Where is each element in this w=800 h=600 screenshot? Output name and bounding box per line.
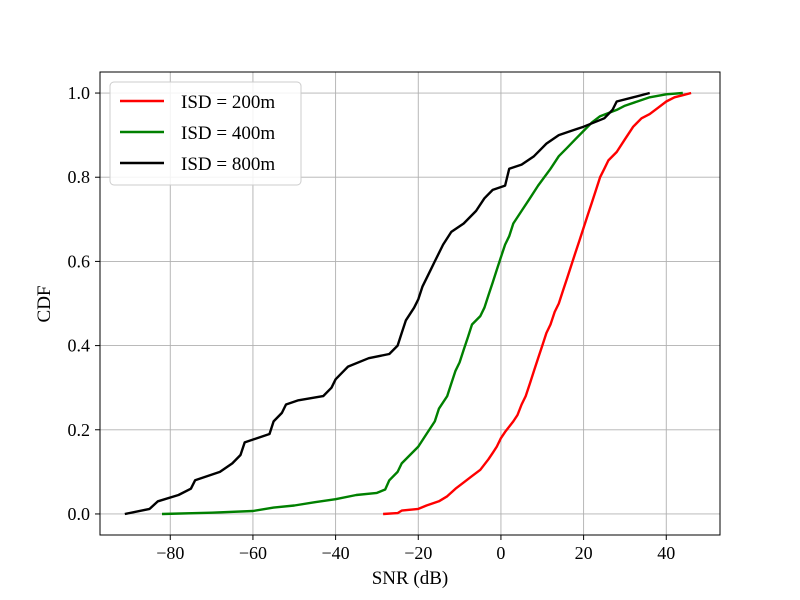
plot-area-frame: [99, 71, 721, 536]
series-layer: [124, 91, 692, 516]
y-tick-label: 0.6: [68, 251, 91, 271]
y-axis-label: CDF: [34, 286, 55, 323]
x-tick-label: −40: [322, 543, 350, 563]
y-tick-label: 0.4: [68, 336, 91, 356]
y-tick-label: 0.8: [68, 167, 91, 187]
x-tick-label: −20: [404, 543, 432, 563]
legend-label-1: ISD = 200m: [181, 92, 275, 113]
x-tick-label: −60: [239, 543, 267, 563]
axis-ticks: −80 −60 −40 −20 0 20 40 0.0 0.2 0.4 0.6 0.8 1.0: [68, 83, 676, 563]
legend-label-3: ISD = 800m: [181, 154, 275, 175]
series-line-3: [124, 91, 651, 516]
series-line-2: [161, 91, 683, 516]
x-tick-label: 0: [496, 543, 505, 563]
y-tick-label: 0.2: [68, 420, 91, 440]
x-axis-label: SNR (dB): [372, 568, 449, 589]
x-tick-label: 40: [657, 543, 675, 563]
y-tick-label: 1.0: [68, 83, 91, 103]
y-tick-label: 0.0: [68, 504, 91, 524]
legend-box: [109, 81, 302, 186]
series-line-1: [383, 91, 692, 516]
legend-label-2: ISD = 400m: [181, 123, 275, 144]
x-tick-label: 20: [575, 543, 593, 563]
x-tick-label: −80: [156, 543, 184, 563]
legend: ISD = 200m ISD = 400m ISD = 800m: [109, 81, 302, 186]
